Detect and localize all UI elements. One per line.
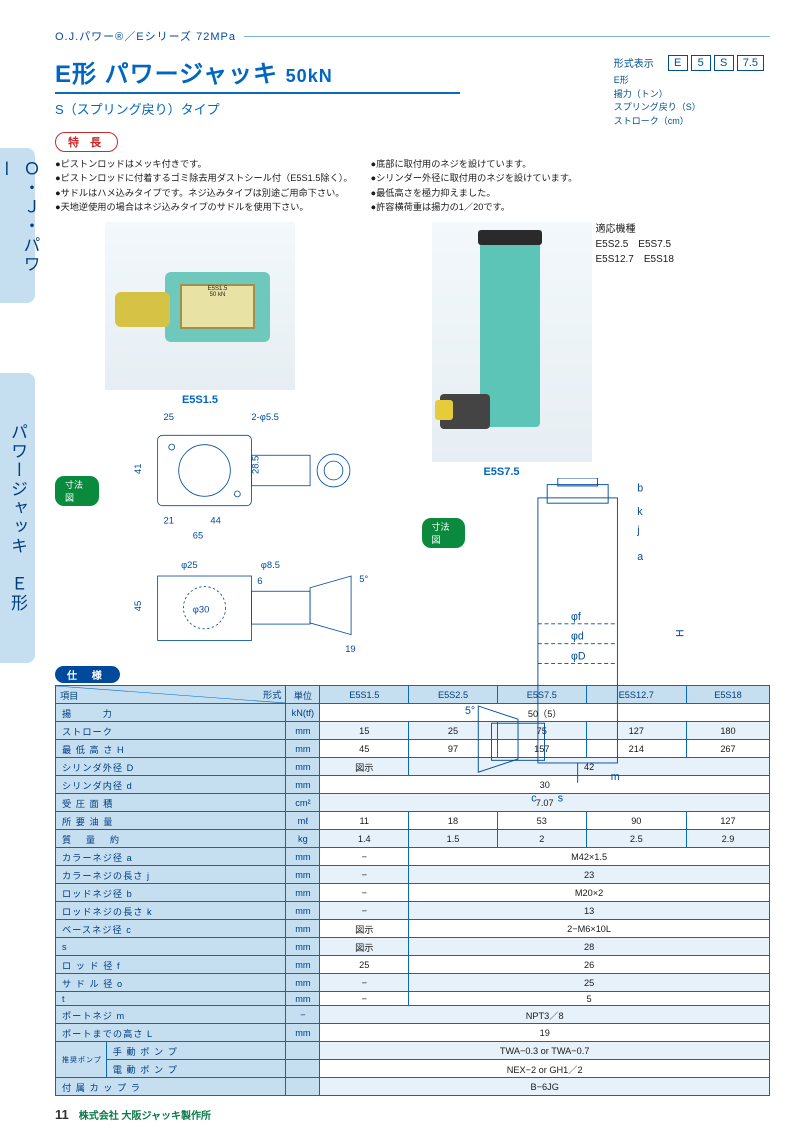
svg-text:φD: φD [571, 651, 586, 663]
page-number: 11 [55, 1107, 69, 1122]
tech-drawing-2: φo b k j a φf φd φD H 5° m s c [465, 478, 770, 823]
product-photo-e5s15: E5S1.550 kN [105, 222, 295, 390]
svg-text:c: c [531, 792, 537, 804]
svg-text:φ30: φ30 [192, 604, 209, 614]
svg-text:H: H [675, 629, 687, 637]
side-tab-power: Ｏ・Ｊ・パワー [0, 148, 35, 303]
svg-text:φ25: φ25 [181, 560, 198, 570]
svg-text:m: m [611, 771, 620, 783]
features: ピストンロッドはメッキ付きです。ピストンロッドに付着するゴミ除去用ダストシール付… [55, 157, 770, 214]
series-text: O.J.パワー®／Eシリーズ 72MPa [55, 28, 236, 44]
model-label-2: E5S7.5 [422, 466, 582, 478]
svg-text:j: j [636, 525, 639, 537]
svg-text:65: 65 [192, 530, 202, 540]
svg-text:28.5: 28.5 [250, 456, 260, 474]
side-tabs: Ｏ・Ｊ・パワー パワージャッキ Ｅ形 [0, 148, 35, 663]
dimension-badge-2: 寸法図 [422, 518, 466, 548]
svg-text:φf: φf [571, 611, 581, 623]
svg-text:41: 41 [133, 464, 143, 474]
svg-text:2-φ5.5: 2-φ5.5 [251, 412, 278, 422]
product-photo-e5s75 [432, 222, 592, 462]
company-logo: 株式会社 大阪ジャッキ製作所 [79, 1107, 211, 1122]
dimension-badge-1: 寸法図 [55, 476, 99, 506]
page-footer: 11 株式会社 大阪ジャッキ製作所 [55, 1107, 211, 1122]
diagrams: E5S1.550 kN E5S1.5 寸法図 25 2-φ5.5 41 28.5 [55, 222, 770, 662]
svg-text:21: 21 [163, 515, 173, 525]
model-label-1: E5S1.5 [105, 394, 295, 406]
series-header: O.J.パワー®／Eシリーズ 72MPa [55, 28, 770, 44]
svg-text:s: s [558, 792, 563, 804]
svg-text:19: 19 [345, 644, 355, 654]
svg-text:6: 6 [257, 576, 262, 586]
svg-text:25: 25 [163, 412, 173, 422]
svg-text:φ8.5: φ8.5 [260, 560, 279, 570]
svg-text:k: k [637, 506, 643, 518]
applicable-models: 適応機種 E5S2.5 E5S7.5 E5S12.7 E5S18 [596, 222, 674, 478]
svg-text:44: 44 [210, 515, 220, 525]
svg-text:a: a [637, 551, 643, 563]
svg-text:45: 45 [133, 601, 143, 611]
tech-drawing-1: 25 2-φ5.5 41 28.5 21 44 65 φ25 φ8.5 45 φ… [99, 406, 404, 699]
features-badge: 特 長 [55, 132, 118, 152]
svg-text:b: b [637, 482, 643, 494]
format-indicator: 形式表示 E5S7.5 E形揚力（トン）スプリング戻り（S）ストローク（cm） [614, 55, 764, 128]
svg-text:5°: 5° [359, 574, 368, 584]
side-tab-jack: パワージャッキ Ｅ形 [0, 373, 35, 663]
svg-text:5°: 5° [465, 705, 475, 717]
svg-text:φd: φd [571, 631, 584, 643]
